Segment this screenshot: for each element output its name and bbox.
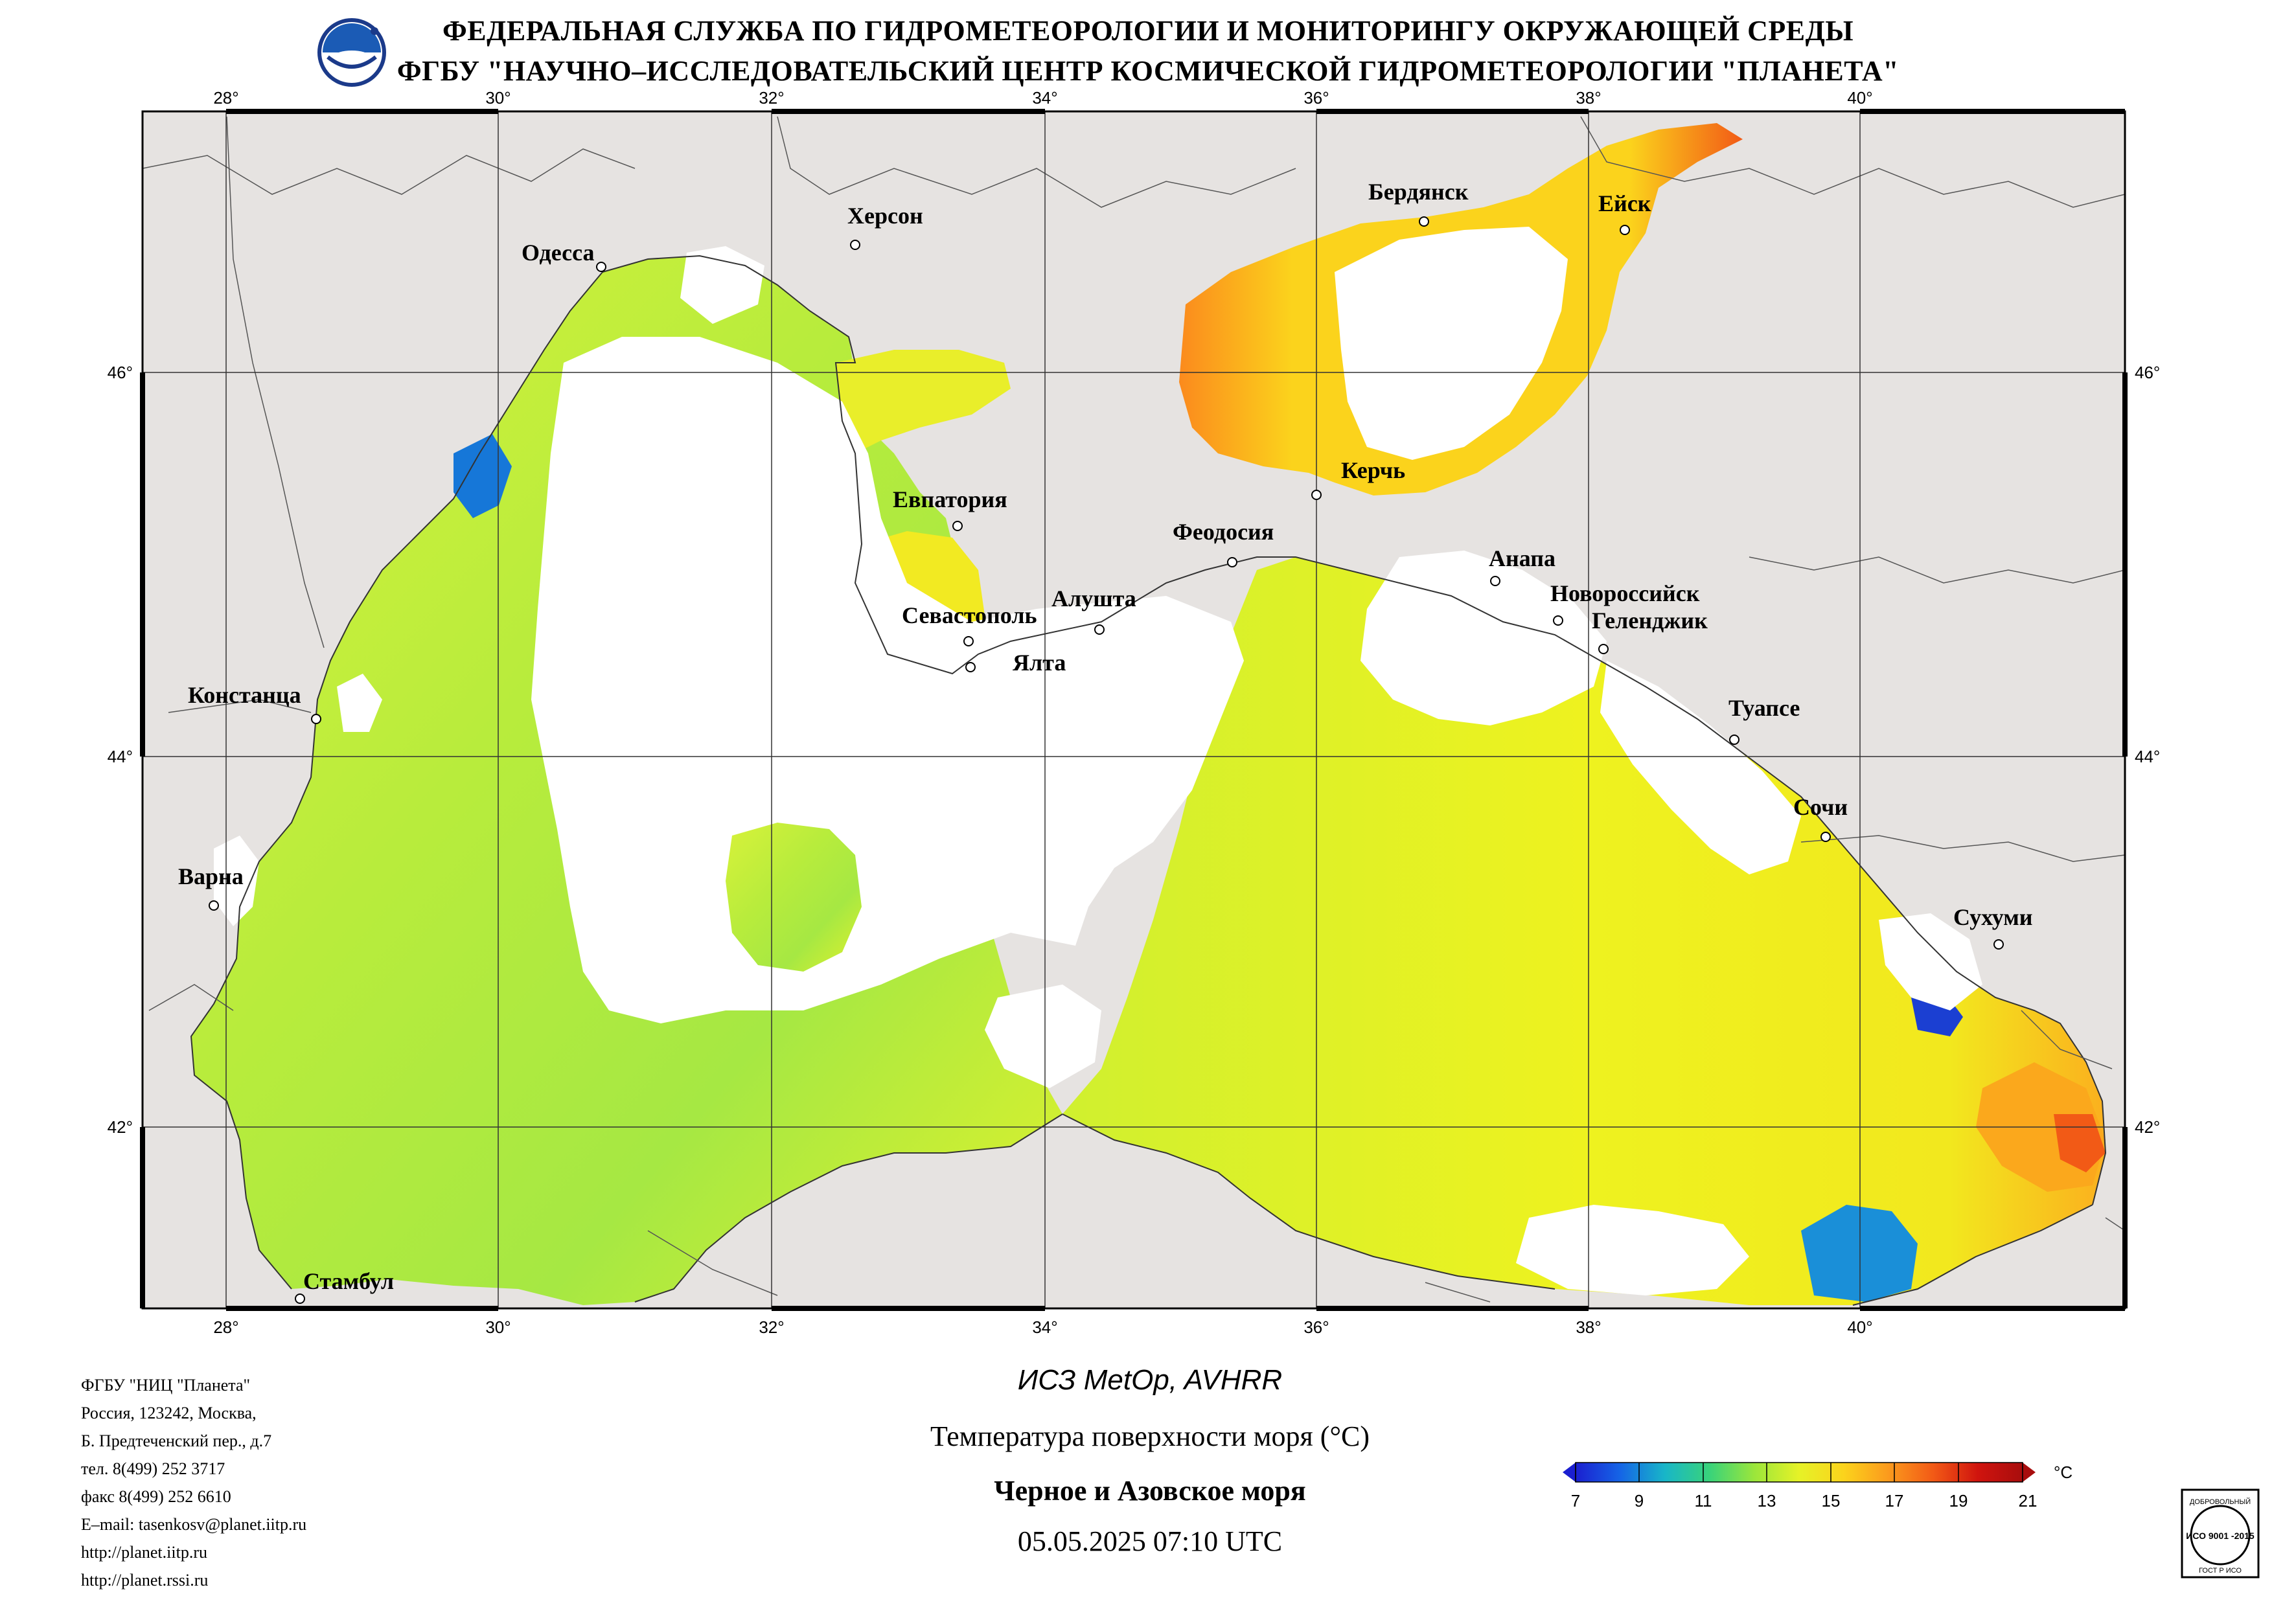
org-line: ФГБУ "НИЦ "Планета"	[81, 1376, 251, 1395]
org-email[interactable]: E–mail: tasenkosv@planet.iitp.ru	[81, 1515, 307, 1534]
lat-label: 42°	[108, 1117, 133, 1137]
lon-label: 30°	[485, 1317, 511, 1337]
colorbar-tick: 13	[1758, 1491, 1776, 1510]
datetime-caption: 05.05.2025 07:10 UTC	[1017, 1525, 1283, 1557]
badge-bottom-text: ГОСТ Р ИСО	[2199, 1567, 2242, 1575]
cloud-east-north	[1360, 551, 1607, 725]
org-link[interactable]: http://planet.iitp.ru	[81, 1543, 207, 1562]
city-label-constanta: Констанца	[188, 682, 301, 708]
lon-label: 32°	[759, 1317, 784, 1337]
lon-labels-bottom: 28° 30° 32° 34° 36° 38° 40°	[213, 1317, 1872, 1337]
city-label-yeysk: Ейск	[1598, 190, 1651, 216]
lon-label: 40°	[1847, 1317, 1872, 1337]
lon-label: 32°	[759, 88, 784, 108]
lat-label: 44°	[108, 747, 133, 766]
city-label-odessa: Одесса	[522, 240, 595, 266]
graticule	[143, 111, 2125, 1308]
cloud-se	[1879, 913, 1982, 1010]
city-label-sukhumi: Сухуми	[1953, 904, 2033, 930]
colorbar-unit: °С	[2054, 1463, 2072, 1482]
badge-top-text: ДОБРОВОЛЬНЫЙ	[2190, 1498, 2251, 1506]
badge-mid-text: ИСО 9001 -2015	[2186, 1531, 2255, 1541]
lat-label: 46°	[108, 363, 133, 382]
iso-cert-badge: ДОБРОВОЛЬНЫЙ ИСО 9001 -2015 ГОСТ Р ИСО	[2181, 1488, 2260, 1579]
cloud-west-1	[214, 836, 259, 926]
lon-label: 30°	[485, 88, 511, 108]
city-label-novorossiysk: Новороссийск	[1550, 580, 1700, 606]
city-label-alushta: Алушта	[1051, 586, 1136, 611]
cloud-south	[1516, 1205, 1749, 1295]
lon-label: 36°	[1303, 88, 1329, 108]
cloud-east-coast	[1600, 661, 1801, 874]
hot-patch-georgia	[2054, 1114, 2106, 1172]
cloud-west-2	[337, 674, 382, 732]
lat-label: 42°	[2135, 1117, 2160, 1137]
lon-label: 40°	[1847, 88, 1872, 108]
cloud-island	[726, 823, 862, 972]
colorbar-tick: 11	[1695, 1491, 1712, 1510]
region-caption: Черное и Азовское моря	[994, 1475, 1306, 1507]
lon-label: 36°	[1303, 1317, 1329, 1337]
city-label-feodosia: Феодосия	[1173, 519, 1274, 545]
lon-label: 28°	[213, 88, 238, 108]
lon-label: 38°	[1576, 88, 1601, 108]
city-label-berdyansk: Бердянск	[1368, 179, 1469, 205]
org-line: тел. 8(499) 252 3717	[81, 1459, 225, 1478]
city-label-gelendzhik: Геленджик	[1592, 608, 1708, 633]
city-label-kherson: Херсон	[847, 203, 923, 229]
lon-label: 34°	[1032, 88, 1057, 108]
city-markers	[209, 216, 2004, 1304]
org-line: Россия, 123242, Москва,	[81, 1404, 257, 1422]
city-label-yalta: Ялта	[1013, 650, 1066, 676]
city-label-sevastopol: Севастополь	[902, 602, 1037, 628]
product-caption: Температура поверхности моря (°С)	[930, 1420, 1370, 1452]
org-line: Б. Предтеченский пер., д.7	[81, 1431, 272, 1450]
country-borders	[143, 116, 2125, 1303]
colorbar: 7 9 11 13 15 17 19 21 °С	[1563, 1462, 2072, 1510]
city-label-evpatoria: Евпатория	[893, 486, 1007, 512]
colorbar-tick: 7	[1571, 1491, 1580, 1510]
frame-thick-edges	[140, 109, 2128, 1311]
lat-label: 46°	[2135, 363, 2160, 382]
org-line: факс 8(499) 252 6610	[81, 1487, 231, 1506]
cloud-central	[531, 337, 1244, 1023]
cloud-mid-south	[985, 985, 1101, 1088]
lat-label: 44°	[2135, 747, 2160, 766]
header-line-1: ФЕДЕРАЛЬНАЯ СЛУЖБА ПО ГИДРОМЕТЕОРОЛОГИИ …	[442, 15, 1854, 47]
cold-patch-nw	[453, 434, 512, 518]
coastline	[602, 255, 2107, 1205]
colorbar-tick: 15	[1822, 1491, 1841, 1510]
azov-cloud	[1335, 227, 1568, 460]
black-sea-east	[1062, 557, 2106, 1305]
city-label-varna: Варна	[178, 863, 244, 889]
header-line-2: ФГБУ "НАУЧНО–ИССЛЕДОВАТЕЛЬСКИЙ ЦЕНТР КОС…	[396, 55, 1900, 87]
cold-patch-se	[1801, 1205, 1918, 1302]
colorbar-tick: 21	[2019, 1491, 2038, 1510]
lat-labels: 46° 44° 42° 46° 44° 42°	[108, 363, 2161, 1137]
org-link[interactable]: http://planet.rssi.ru	[81, 1571, 209, 1590]
colorbar-tick: 19	[1949, 1491, 1968, 1510]
lon-label: 38°	[1576, 1317, 1601, 1337]
planeta-logo	[316, 17, 387, 88]
lon-labels-top: 28° 30° 32° 34° 36° 38° 40°	[213, 88, 1872, 108]
city-label-kerch: Керчь	[1341, 457, 1405, 483]
city-label-tuapse: Туапсе	[1728, 695, 1800, 721]
crimea-shelf	[836, 350, 1011, 453]
city-labels: Одесса Херсон Бердянск Ейск Керчь Евпато…	[178, 179, 2033, 1294]
coastline-south	[634, 1113, 2093, 1306]
colorbar-tick: 9	[1635, 1491, 1644, 1510]
coastline-west	[190, 271, 603, 1290]
lon-label: 34°	[1032, 1317, 1057, 1337]
lon-label: 28°	[213, 1317, 238, 1337]
city-label-istanbul: Стамбул	[303, 1268, 394, 1294]
city-label-anapa: Анапа	[1489, 545, 1556, 571]
city-label-sochi: Сочи	[1793, 794, 1848, 820]
colorbar-tick: 17	[1885, 1491, 1904, 1510]
satellite-caption: ИСЗ MetOp, AVHRR	[1017, 1364, 1283, 1396]
